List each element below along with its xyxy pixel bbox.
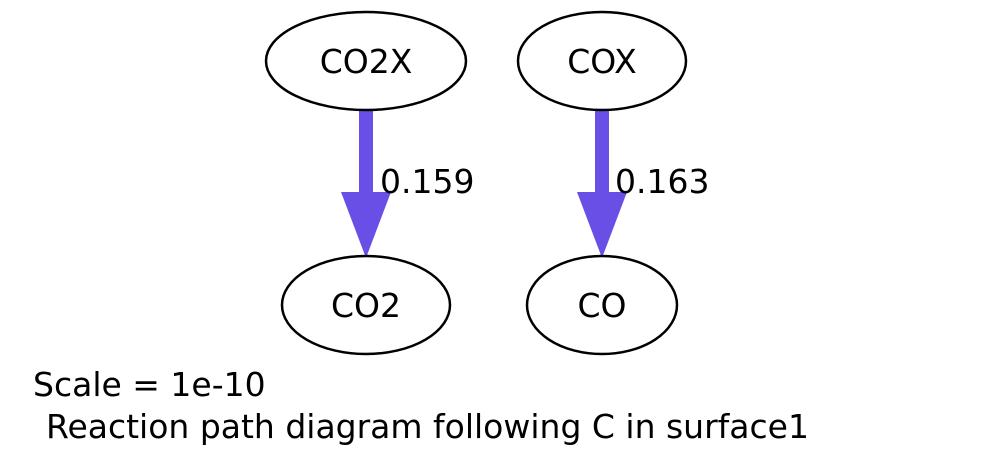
node-cox: COX — [516, 10, 688, 112]
node-co2: CO2 — [280, 254, 452, 356]
diagram-title-caption: Reaction path diagram following C in sur… — [46, 407, 809, 446]
node-co-shape — [525, 254, 679, 356]
node-co2x: CO2X — [264, 10, 468, 112]
node-co2-label: CO2 — [331, 286, 401, 325]
node-cox-shape — [516, 10, 688, 112]
edge-cox-to-co-arrowhead — [577, 192, 627, 258]
edge-co2x-to-co2-label: 0.159 — [380, 162, 474, 201]
edge-co2x-to-co2: 0.159 — [341, 110, 474, 258]
edge-co2x-to-co2-arrowhead — [341, 192, 391, 258]
scale-caption: Scale = 1e-10 — [33, 365, 266, 404]
edge-cox-to-co-label: 0.163 — [615, 162, 709, 201]
node-co2-shape — [280, 254, 452, 356]
edge-cox-to-co: 0.163 — [577, 110, 709, 258]
node-co-label: CO — [577, 286, 626, 325]
node-co2x-shape — [264, 10, 468, 112]
node-cox-label: COX — [567, 42, 637, 81]
node-co2x-label: CO2X — [320, 42, 413, 81]
node-co: CO — [525, 254, 679, 356]
